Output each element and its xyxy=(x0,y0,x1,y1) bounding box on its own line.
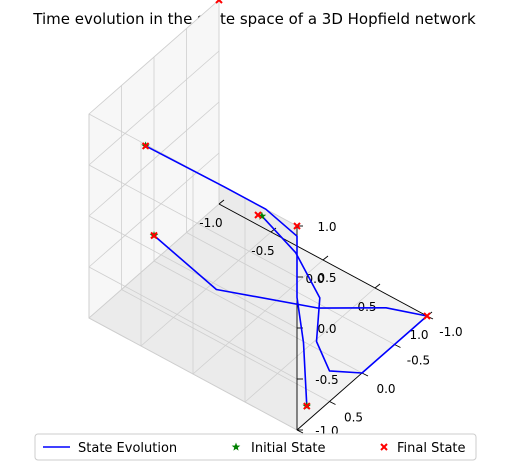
grid-line xyxy=(244,287,376,403)
trajectory-line xyxy=(153,234,428,317)
final-state-point xyxy=(293,222,301,230)
legend-final-state: Final State xyxy=(397,441,466,456)
x-tick-label: 1.0 xyxy=(409,328,428,342)
y-tick-label: -0.5 xyxy=(407,354,430,368)
grid-line xyxy=(88,317,298,431)
final-state-point xyxy=(303,402,311,410)
z-tick-label: -0.5 xyxy=(315,373,338,387)
grid-line xyxy=(88,215,298,329)
grid-line xyxy=(88,101,220,217)
trajectory-line xyxy=(145,145,308,407)
plot-area xyxy=(141,0,431,410)
x-tick-label: -0.5 xyxy=(251,244,274,258)
legend: State Evolution Initial State Final Stat… xyxy=(34,433,477,461)
x-marker-stroke xyxy=(217,0,223,4)
x-marker-stroke xyxy=(141,142,150,150)
x-marker-stroke xyxy=(380,443,388,451)
x-tick-label: 0.0 xyxy=(305,272,324,286)
x-tick-label: 0.5 xyxy=(357,300,376,314)
y-tick xyxy=(394,344,401,348)
trajectory-line xyxy=(261,215,428,374)
y-tick xyxy=(296,429,304,434)
final-state-point xyxy=(423,312,431,320)
final-state-point xyxy=(254,211,262,219)
x-tick xyxy=(322,255,329,261)
y-tick xyxy=(329,401,336,405)
x-tick-label: -1.0 xyxy=(199,216,222,230)
x-marker-stroke xyxy=(150,231,158,240)
z-tick-label: 0.0 xyxy=(317,322,336,336)
y-tick-label: 0.0 xyxy=(376,382,395,396)
y-tick-label: -1.0 xyxy=(439,325,462,339)
z-tick-label: 1.0 xyxy=(317,220,336,234)
legend-star-marker xyxy=(231,442,241,451)
x-marker-stroke xyxy=(215,0,221,4)
x-tick xyxy=(374,283,381,289)
final-state-point xyxy=(150,231,158,240)
x-marker-stroke xyxy=(293,222,301,230)
legend-x-glyph xyxy=(380,443,388,451)
legend-state-evolution: State Evolution xyxy=(78,441,177,456)
x-marker-stroke xyxy=(254,211,262,219)
final-state-point xyxy=(141,142,150,150)
x-marker-stroke xyxy=(303,402,311,410)
x-tick xyxy=(270,227,277,233)
grid-line xyxy=(88,164,298,278)
initial-state-point xyxy=(257,211,267,220)
grid-line xyxy=(88,0,220,115)
legend-x-marker xyxy=(380,443,388,451)
x-marker-stroke xyxy=(423,312,431,320)
grid-line xyxy=(121,289,330,402)
legend-box xyxy=(34,433,477,461)
y-tick-label: 0.5 xyxy=(344,411,363,425)
z-tick-label: 0.5 xyxy=(317,271,336,285)
y-tick xyxy=(361,372,369,377)
final-state-point xyxy=(215,0,223,4)
grid-line xyxy=(88,50,220,166)
chart-title: Time evolution in the state space of a 3… xyxy=(32,10,476,28)
legend-initial-state: Initial State xyxy=(251,441,326,456)
grid-line xyxy=(153,260,363,374)
x-tick xyxy=(218,199,225,205)
